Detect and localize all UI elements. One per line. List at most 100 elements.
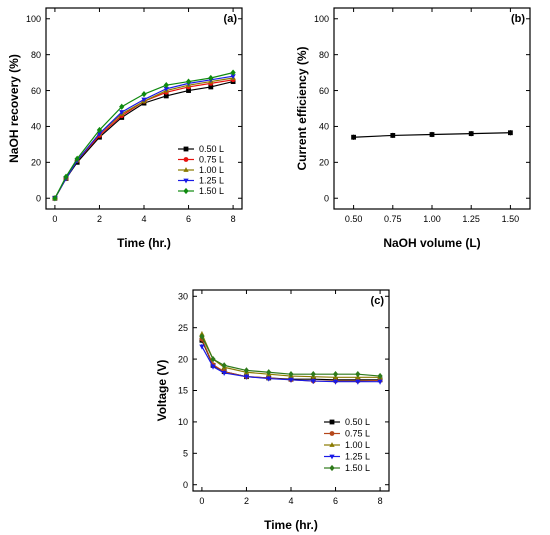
legend-entry: 1.50 L [345, 463, 370, 473]
data-point [119, 110, 125, 115]
data-point [230, 74, 236, 80]
x-tick-label: 8 [231, 214, 236, 224]
x-tick-label: 4 [141, 214, 146, 224]
y-tick-label: 30 [178, 291, 188, 301]
y-tick-label: 80 [319, 50, 329, 60]
x-axis-label: Time (hr.) [264, 518, 318, 532]
legend-marker [329, 431, 335, 436]
data-point [141, 91, 147, 98]
y-tick-label: 0 [183, 480, 188, 490]
plot-frame [333, 7, 531, 210]
data-point [208, 74, 214, 82]
y-tick-label: 100 [314, 14, 329, 24]
x-tick-label: 0 [52, 214, 57, 224]
data-point [186, 88, 191, 93]
data-point [199, 333, 205, 340]
data-point [355, 379, 361, 385]
series-line [54, 72, 234, 199]
series-0 [351, 130, 513, 140]
series-line [201, 346, 381, 383]
data-point [119, 103, 125, 110]
data-point [208, 84, 214, 90]
data-point [52, 195, 58, 202]
data-point [377, 372, 383, 380]
y-axis-label: Voltage (V) [155, 360, 169, 422]
x-tick-label: 2 [97, 214, 102, 224]
data-point [390, 133, 396, 138]
y-tick-label: 20 [178, 354, 188, 364]
series-4 [199, 333, 383, 380]
legend-marker [329, 442, 335, 447]
y-tick-label: 60 [319, 86, 329, 96]
series-4 [52, 69, 236, 202]
data-point [266, 369, 272, 376]
data-point [429, 132, 435, 137]
x-tick-label: 1.25 [462, 214, 480, 224]
legend-entry: 0.50 L [345, 417, 370, 427]
legend-entry: 0.50 L [199, 144, 224, 154]
y-tick-label: 40 [319, 122, 329, 132]
data-point [332, 379, 339, 385]
data-point [163, 82, 169, 89]
y-tick-label: 0 [324, 193, 329, 203]
x-tick-label: 1.00 [423, 214, 441, 224]
series-line [201, 336, 381, 377]
y-tick-label: 0 [36, 193, 41, 203]
data-point [351, 134, 356, 140]
series-line [54, 75, 234, 199]
data-point [221, 370, 227, 376]
x-axis-label: NaOH volume (L) [383, 236, 480, 250]
data-point [96, 126, 103, 134]
x-tick-label: 4 [288, 496, 293, 506]
x-tick-label: 8 [378, 496, 383, 506]
y-tick-label: 40 [31, 122, 41, 132]
data-point [163, 86, 169, 92]
data-point [74, 155, 80, 162]
legend-marker [183, 157, 189, 162]
legend-entry: 0.75 L [345, 429, 370, 439]
data-point [96, 131, 103, 137]
y-tick-label: 80 [31, 50, 41, 60]
data-point [221, 362, 227, 369]
legend-entry: 1.25 L [345, 452, 370, 462]
data-point [266, 376, 272, 382]
legend-marker [183, 146, 189, 152]
series-3 [199, 343, 383, 385]
y-tick-label: 10 [178, 417, 188, 427]
data-point [199, 344, 205, 350]
y-axis-label: Current efficiency (%) [295, 46, 309, 170]
y-tick-label: 60 [31, 86, 41, 96]
x-axis-label: Time (hr.) [117, 236, 171, 250]
panel-label: (b) [511, 13, 525, 25]
x-tick-label: 6 [186, 214, 191, 224]
y-tick-label: 25 [178, 323, 188, 333]
legend-entry: 1.00 L [199, 165, 224, 175]
y-tick-label: 20 [31, 158, 41, 168]
data-point [288, 371, 294, 378]
legend-marker [183, 187, 189, 195]
y-tick-label: 5 [183, 449, 188, 459]
chart-panel-c: 0 2 4 6 8 0 5 10 15 20 25 30 Time (hr.) Voltage (V) (c… [155, 289, 390, 532]
x-tick-label: 6 [333, 496, 338, 506]
data-point [210, 364, 216, 370]
data-point [185, 78, 192, 85]
legend-entry: 0.75 L [199, 155, 224, 165]
panel-label: (a) [224, 13, 238, 25]
data-point [508, 130, 513, 136]
legend: 0.50 L0.75 L1.00 L1.25 L1.50 L [178, 144, 224, 196]
legend-marker [183, 167, 189, 172]
x-tick-label: 1.50 [502, 214, 520, 224]
data-point [230, 69, 236, 76]
legend-entry: 1.25 L [199, 176, 224, 186]
data-point [310, 379, 316, 384]
y-tick-label: 100 [26, 14, 41, 24]
data-point [468, 131, 474, 137]
data-point [63, 173, 69, 180]
y-axis-label: NaOH recovery (%) [7, 54, 21, 163]
data-point [377, 379, 383, 385]
legend-marker [183, 178, 189, 184]
data-point [288, 377, 294, 383]
legend-entry: 1.50 L [199, 186, 224, 196]
